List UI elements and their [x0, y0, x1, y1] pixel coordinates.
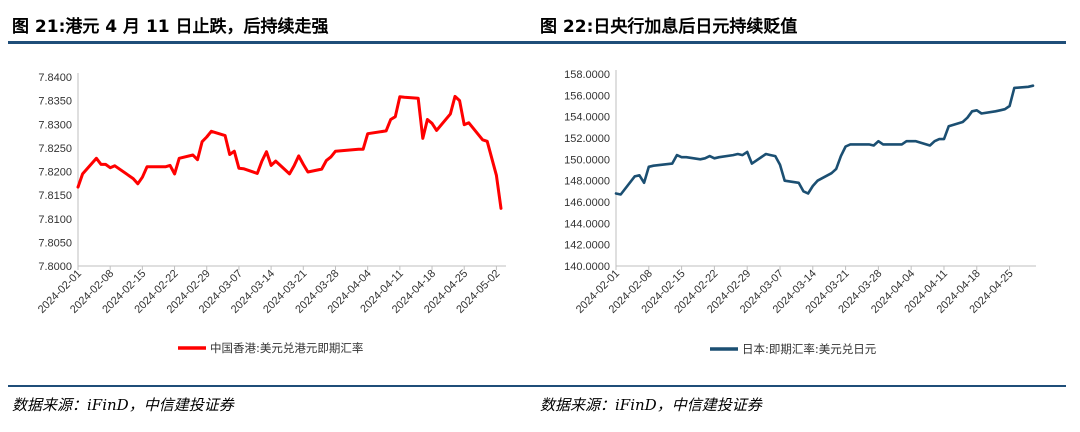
legend-label: 日本:即期汇率:美元兑日元 [742, 342, 877, 356]
jpy-chart-panel: 图 22:日央行加息后日元持续贬值 158.0000 156.0000 154.00… [536, 0, 1066, 432]
y-tick-label: 146.0000 [564, 197, 610, 209]
jpy-line-chart: 158.0000 156.0000 154.0000 152.0000 150.0000… [564, 69, 1036, 356]
y-tick-label: 7.8000 [38, 261, 72, 273]
series-line [76, 94, 503, 210]
y-tick-label: 7.8300 [38, 119, 72, 131]
chart-title: 图 21:港元 4 月 11 日止跌，后持续走强 [12, 17, 329, 37]
y-tick-label: 148.0000 [564, 176, 610, 188]
series-line [614, 84, 1035, 196]
title-rule [8, 41, 538, 44]
y-tick-label: 7.8050 [38, 237, 72, 249]
legend-label: 中国香港:美元兑港元即期汇率 [210, 341, 363, 355]
y-tick-label: 158.0000 [564, 69, 610, 81]
y-tick-label: 7.8150 [38, 190, 72, 202]
y-tick-label: 144.0000 [564, 218, 610, 230]
title-rule [536, 41, 1066, 44]
y-tick-label: 142.0000 [564, 240, 610, 252]
y-tick-label: 7.8250 [38, 143, 72, 155]
chart-title: 图 22:日央行加息后日元持续贬值 [540, 17, 798, 37]
y-tick-label: 140.0000 [564, 261, 610, 273]
hkd-chart-panel: 图 21:港元 4 月 11 日止跌，后持续走强 7.8400 7.8350 7.8… [8, 0, 538, 432]
y-tick-label: 154.0000 [564, 112, 610, 124]
source-rule [8, 385, 538, 387]
y-tick-label: 152.0000 [564, 133, 610, 145]
hkd-line-chart: 7.8400 7.8350 7.8300 7.8250 7.8200 7.8150 7.81… [36, 72, 506, 355]
y-tick-label: 7.8350 [38, 96, 72, 108]
chart-source: 数据来源：iFinD，中信建投证券 [540, 396, 762, 414]
y-tick-label: 7.8400 [38, 72, 72, 84]
chart-source: 数据来源：iFinD，中信建投证券 [12, 396, 234, 414]
y-tick-label: 150.0000 [564, 154, 610, 166]
source-rule [536, 385, 1066, 387]
y-tick-label: 156.0000 [564, 90, 610, 102]
y-tick-label: 7.8200 [38, 167, 72, 179]
y-tick-label: 7.8100 [38, 214, 72, 226]
